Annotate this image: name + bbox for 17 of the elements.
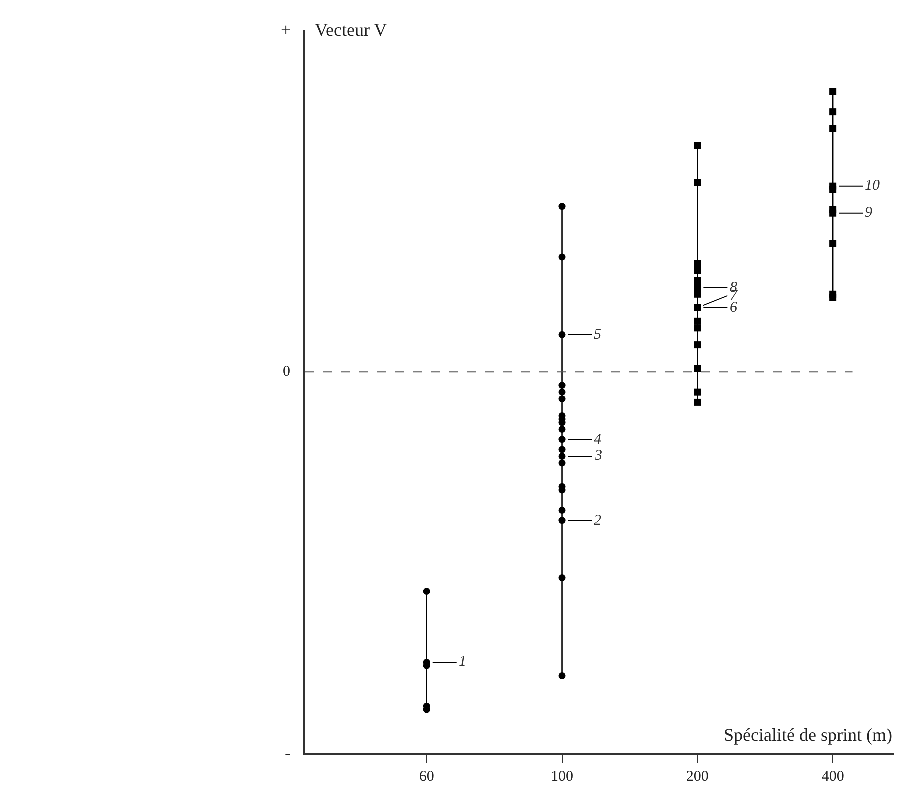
text: - [285, 743, 291, 763]
x-tick-label: 60 [419, 768, 434, 785]
annotation: 9 [865, 205, 873, 221]
annotation: 1 [459, 654, 466, 670]
ref-line-label: 0 [283, 364, 290, 380]
x-axis-title: Spécialité de sprint (m) [724, 725, 892, 745]
x-tick-label: 400 [822, 768, 844, 785]
x-tick-label: 100 [551, 768, 574, 785]
x-tick-label: 200 [686, 768, 709, 785]
annotation: 10 [865, 178, 880, 194]
annotation: 3 [594, 448, 602, 464]
annotation: 6 [730, 300, 738, 316]
annotation: 5 [594, 327, 602, 343]
y-axis-title: Vecteur V [315, 20, 388, 40]
text: + [281, 20, 292, 40]
annotation: 4 [594, 432, 602, 448]
annotation: 2 [594, 513, 602, 529]
